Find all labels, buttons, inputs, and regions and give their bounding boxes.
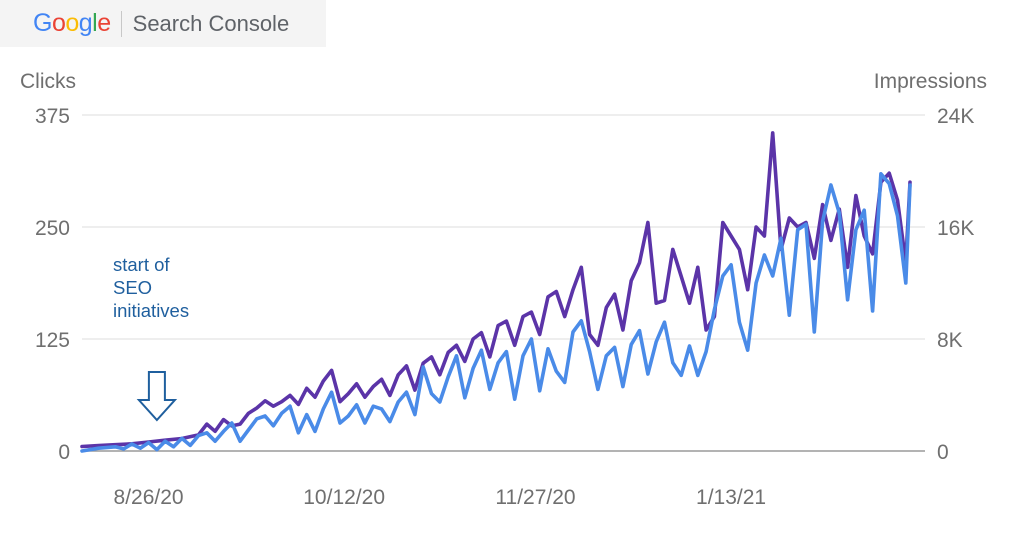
logo-letter: G — [33, 9, 52, 37]
x-tick-label: 8/26/20 — [114, 486, 184, 509]
product-name: Search Console — [132, 10, 290, 36]
impressions-series-line — [80, 172, 912, 453]
y-left-tick-label: 125 — [35, 329, 70, 352]
x-tick-label: 10/12/20 — [303, 486, 385, 509]
y-right-tick-label: 16K — [937, 217, 974, 240]
y-right-tick-label: 8K — [937, 329, 963, 352]
down-arrow-icon — [136, 371, 178, 422]
annotation-text-line: start of — [113, 254, 170, 275]
y-right-tick-label: 0 — [937, 441, 949, 464]
axes: 375 24K 250 16K 125 8K 0 0 Clicks Impressions 8/26… — [20, 70, 987, 509]
y-left-tick-label: 0 — [58, 441, 70, 464]
clicks-series-line — [80, 131, 912, 449]
google-logo: Google — [33, 9, 111, 38]
annotation-text-line: SEO — [113, 277, 152, 298]
logo-letter: g — [78, 9, 93, 37]
y-left-axis-title: Clicks — [20, 70, 76, 93]
logo-letter: o — [65, 9, 79, 37]
y-right-axis-title: Impressions — [874, 70, 987, 93]
logo-letter: e — [97, 9, 111, 37]
header-divider — [120, 10, 122, 37]
series — [80, 131, 912, 453]
brand-header: Google Search Console — [0, 0, 326, 47]
grid — [82, 114, 925, 452]
y-left-tick-label: 250 — [35, 217, 70, 240]
logo-letter: o — [51, 9, 66, 37]
y-left-tick-label: 375 — [35, 105, 70, 128]
logo-letter: l — [92, 9, 98, 37]
y-right-tick-label: 24K — [937, 105, 974, 128]
annotation-text-line: initiatives — [113, 300, 189, 321]
x-tick-label: 1/13/21 — [696, 486, 766, 509]
x-tick-label: 11/27/20 — [495, 486, 575, 509]
